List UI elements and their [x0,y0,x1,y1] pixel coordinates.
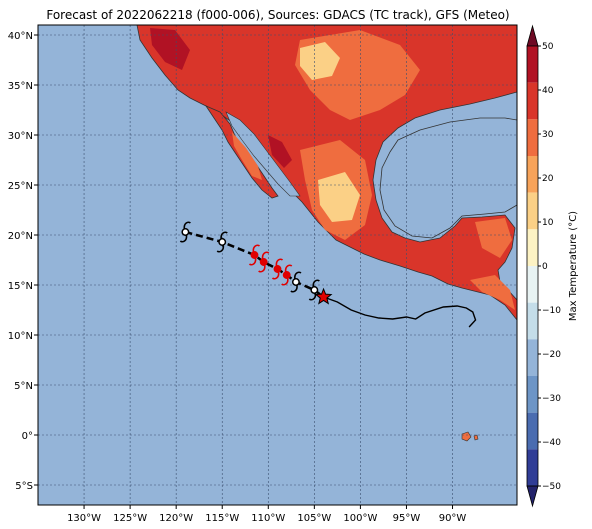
colorbar-segment [527,449,538,486]
lat-tick-label: 5°S [15,481,33,492]
gulf-of-mexico [379,117,517,239]
storm-symbol-icon [290,271,302,293]
colorbar-tick-label: −40 [542,438,561,448]
warm-region-baja [232,132,262,180]
land-galapagos-small [473,434,479,441]
colorbar-tick-label: 30 [542,130,554,140]
colorbar-segment [527,229,538,266]
colorbar: 50 40 30 20 10 0 −10 −20 −30 −40 −50 [526,24,561,508]
dark-region-sierra [150,28,190,70]
colorbar-segment [527,266,538,303]
lon-tick-label: 100°W [343,513,377,524]
colorbar-tick-label: 0 [542,262,548,272]
lon-tick-label: 105°W [297,513,331,524]
colorbar-tick-label: 50 [542,42,554,52]
lat-tick-label: 0° [22,431,33,442]
colorbar-extend-bottom [526,485,539,508]
gulf-of-california [225,111,301,197]
lat-tick-label: 10°N [8,331,33,342]
colorbar-segment [527,46,538,83]
longitude-ticks: 130°W 125°W 120°W 115°W 110°W 105°W 100°W 95°W 9… [67,505,466,524]
storm-symbol-icon [258,251,270,273]
colorbar-segment [527,192,538,230]
warm-region-central-america [470,275,515,310]
lat-tick-label: 40°N [8,31,33,42]
colorbar-tick-label: 20 [542,174,554,184]
lon-tick-label: 120°W [159,513,193,524]
lon-tick-label: 125°W [113,513,147,524]
colorbar-segment [527,82,538,120]
hot-region-central [318,172,360,222]
storm-symbol-icon [271,258,284,280]
lon-tick-label: 130°W [67,513,101,524]
colorbar-label: Max Temperature (°C) [568,211,579,321]
colorbar-tick-label: −20 [542,350,561,360]
lat-tick-label: 35°N [8,81,33,92]
lon-tick-label: 110°W [251,513,285,524]
current-position-star-icon [314,287,333,305]
colorbar-tick-label: 40 [542,86,554,96]
lon-tick-label: 95°W [393,513,421,524]
colorbar-tick-label: 10 [542,218,554,228]
storm-symbol-icon [281,264,293,286]
colorbar-tick-label: −10 [542,306,561,316]
map-title: Forecast of 2022062218 (f000-006), Sourc… [46,8,510,22]
storm-path-line [323,296,477,328]
dark-region-sierra-madre [268,135,292,168]
map-frame [37,24,518,506]
lon-tick-label: 115°W [205,513,239,524]
storm-track [179,221,477,328]
colorbar-tick-label: −30 [542,394,561,404]
lat-tick-label: 20°N [8,231,33,242]
lat-tick-label: 5°N [14,381,33,392]
colorbar-segment [527,156,538,193]
warm-region-yucatan [475,218,512,258]
colorbar-segment [527,412,538,450]
storm-symbol-icon [179,221,191,243]
colorbar-segment [527,339,538,376]
colorbar-tick-label: −50 [542,482,561,492]
latitude-ticks: 40°N 35°N 30°N 25°N 20°N 15°N 10°N 5°N 0° 5°S [8,31,38,492]
lat-tick-label: 25°N [8,181,33,192]
storm-symbol-icon [248,244,261,266]
storm-symbol-icon [216,231,228,253]
colorbar-segment [527,302,538,340]
lon-tick-label: 90°W [439,513,467,524]
colorbar-segment [527,119,538,156]
colorbar-segment [527,376,538,413]
lat-tick-label: 30°N [8,131,33,142]
hot-region-north [300,42,340,80]
colorbar-extend-top [526,24,539,47]
land-layer [136,25,517,442]
lat-tick-label: 15°N [8,281,33,292]
land-galapagos [461,431,472,442]
